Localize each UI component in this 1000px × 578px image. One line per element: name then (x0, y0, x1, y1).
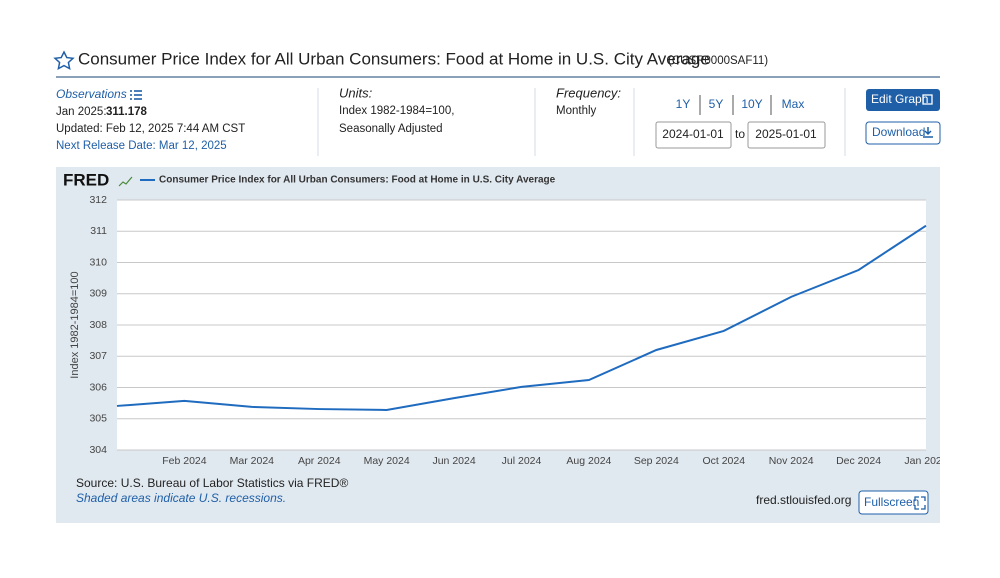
start-date-input[interactable] (655, 121, 732, 149)
fullscreen-button[interactable] (858, 490, 929, 515)
y-tick-label: 308 (89, 319, 107, 331)
units-line: Seasonally Adjusted (339, 123, 443, 135)
list-icon (130, 90, 142, 100)
y-tick-label: 311 (90, 225, 107, 237)
x-tick-label: Jul 2024 (502, 455, 542, 467)
units-line: Index 1982-1984=100, (339, 105, 454, 117)
fullscreen-icon (914, 496, 926, 510)
range-button[interactable]: 5Y (709, 97, 724, 111)
y-tick-label: 310 (89, 256, 107, 268)
frequency-label: Frequency: (556, 85, 621, 100)
favorite-star[interactable] (53, 50, 75, 71)
edit-graph-label: Edit Graph (871, 92, 928, 106)
x-tick-label: Jun 2024 (432, 455, 475, 467)
to-label: to (735, 127, 745, 141)
logo-icon (118, 176, 133, 187)
range-button[interactable]: 10Y (741, 97, 762, 111)
recession-note: Shaded areas indicate U.S. recessions. (76, 491, 286, 505)
observations-link[interactable]: Observations (56, 87, 127, 101)
latest-label: Jan 2025: (56, 106, 107, 118)
units-label: Units: (339, 85, 373, 100)
x-tick-label: Jan 2025 (904, 455, 947, 467)
page-title: Consumer Price Index for All Urban Consu… (78, 49, 710, 68)
start-date: 2024-01-01 (662, 127, 724, 141)
fullscreen-label: Fullscreen (864, 495, 919, 509)
fred-logo: FRED (63, 170, 109, 189)
site: fred.stlouisfed.org (756, 493, 851, 507)
range-button[interactable]: Max (782, 97, 805, 111)
end-date: 2025-01-01 (755, 127, 817, 141)
x-tick-label: Feb 2024 (162, 455, 207, 467)
y-tick-label: 312 (89, 194, 107, 206)
download-label: Download (872, 125, 925, 139)
x-tick-label: May 2024 (364, 455, 410, 467)
source: Source: U.S. Bureau of Labor Statistics … (76, 476, 348, 490)
series-id: (CUSR0000SAF11) (668, 55, 768, 67)
end-date-input[interactable] (747, 121, 826, 149)
frequency-value: Monthly (556, 105, 597, 117)
y-tick-label: 305 (89, 413, 107, 425)
download-button[interactable] (865, 121, 941, 145)
y-tick-label: 306 (89, 381, 107, 393)
x-tick-label: Dec 2024 (836, 455, 881, 467)
series-line (116, 224, 927, 412)
x-tick-label: Nov 2024 (769, 455, 814, 467)
x-tick-label: Aug 2024 (566, 455, 611, 467)
x-tick-label: Sep 2024 (634, 455, 679, 467)
edit-icon (922, 94, 933, 105)
download-icon (923, 127, 933, 138)
y-axis-title: Index 1982-1984=100 (69, 271, 81, 378)
edit-graph-button[interactable] (866, 89, 940, 111)
updated: Updated: Feb 12, 2025 7:44 AM CST (56, 123, 245, 135)
range-button[interactable]: 1Y (676, 97, 691, 111)
chart: FRED Index 1982-1984=100 304 305 306 307 308… (63, 170, 947, 467)
legend-label: Consumer Price Index for All Urban Consu… (159, 175, 556, 186)
x-tick-label: Mar 2024 (230, 455, 275, 467)
y-tick-label: 309 (89, 288, 107, 300)
x-tick-label: Oct 2024 (702, 455, 745, 467)
x-tick-label: Apr 2024 (298, 455, 341, 467)
y-tick-label: 307 (89, 350, 107, 362)
latest-value: 311.178 (106, 106, 148, 118)
y-tick-label: 304 (89, 444, 107, 456)
next-release: Next Release Date: Mar 12, 2025 (56, 140, 227, 152)
